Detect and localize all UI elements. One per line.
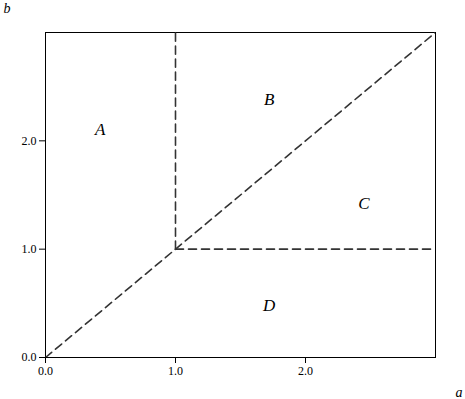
svg-text:0.0: 0.0 xyxy=(22,350,37,364)
svg-text:0.0: 0.0 xyxy=(38,364,53,378)
svg-text:1.0: 1.0 xyxy=(22,242,37,256)
svg-text:C: C xyxy=(358,194,370,213)
svg-text:2.0: 2.0 xyxy=(22,134,37,148)
svg-text:A: A xyxy=(94,120,106,139)
svg-text:2.0: 2.0 xyxy=(298,364,313,378)
svg-text:b: b xyxy=(4,1,11,16)
svg-text:D: D xyxy=(262,296,276,315)
svg-text:1.0: 1.0 xyxy=(168,364,183,378)
svg-text:a: a xyxy=(456,385,463,399)
svg-text:B: B xyxy=(264,90,275,109)
